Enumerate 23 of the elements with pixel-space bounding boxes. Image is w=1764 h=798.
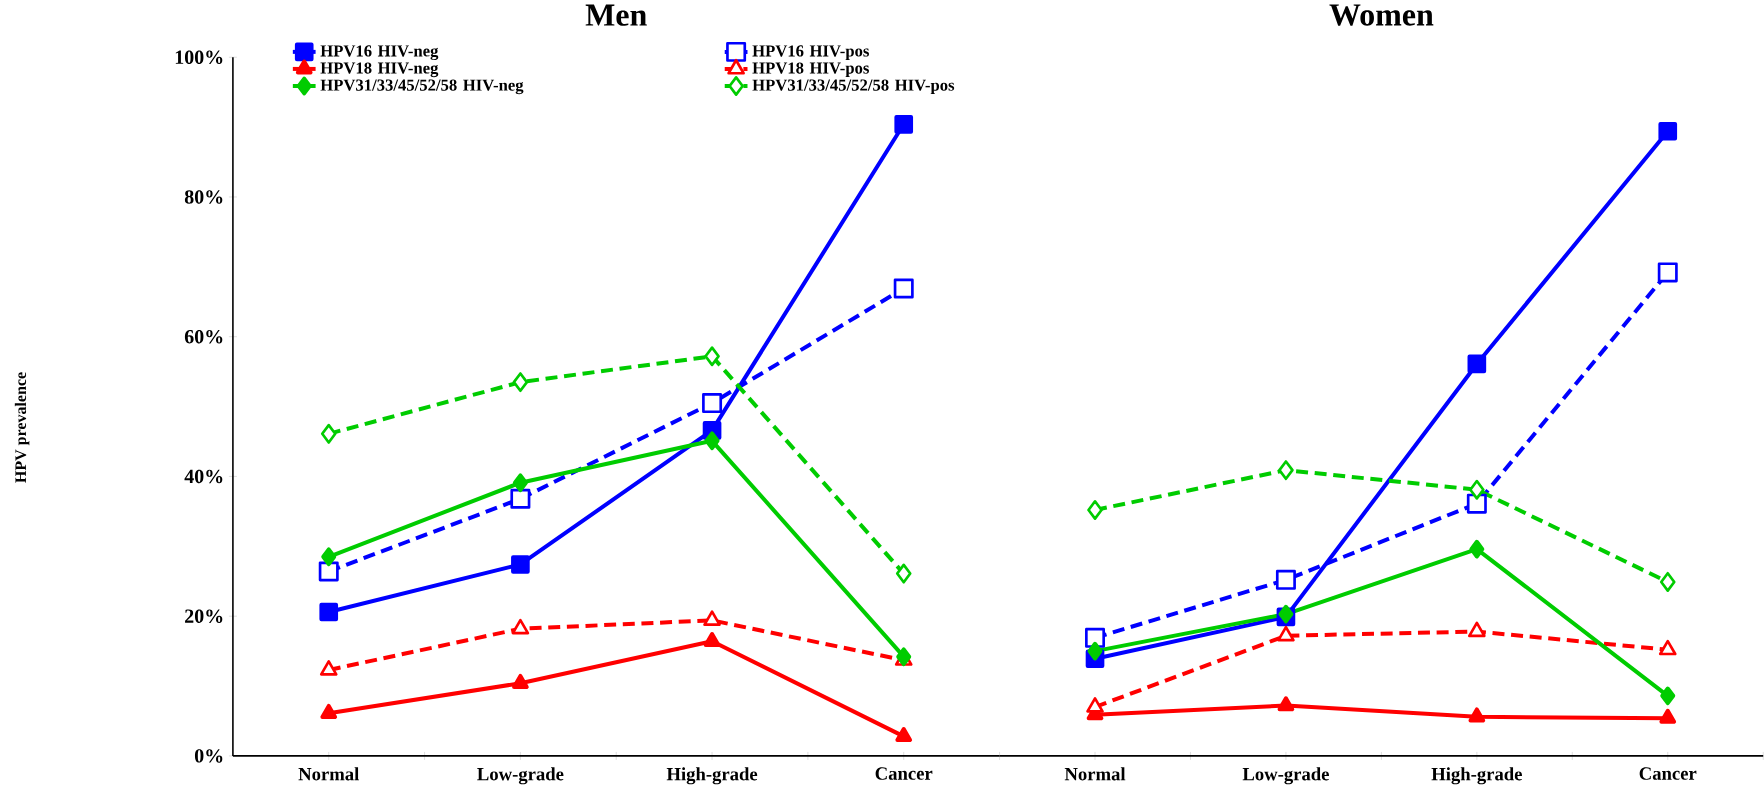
y-tick-label: 0% <box>194 749 223 763</box>
chart-title: Men <box>585 4 647 26</box>
x-tick-label: Cancer <box>875 767 933 780</box>
x-tick-label: High-grade <box>666 767 758 785</box>
x-tick-label: High-grade <box>1431 767 1522 785</box>
x-tick-label: Low-grade <box>1242 767 1329 785</box>
y-tick-label: 80% <box>184 190 223 204</box>
y-tick-label: 40% <box>184 469 223 484</box>
y-tick-label: 100% <box>175 50 223 65</box>
x-tick-label: Normal <box>298 767 359 781</box>
y-tick-label: 20% <box>185 609 223 624</box>
y-axis-title: HPV prevalence <box>14 372 30 483</box>
legend-label: HPV31/33/45/52/58 HIV-pos <box>752 79 955 95</box>
legend-label: HPV16 HIV-neg <box>320 45 439 61</box>
legend-label: HPV18 HIV-pos <box>752 62 869 78</box>
legend-label: HPV18 HIV-neg <box>320 62 439 78</box>
legend-label: HPV31/33/45/52/58 HIV-neg <box>320 79 524 95</box>
chart-title: Women <box>1329 4 1434 26</box>
x-tick-label: Normal <box>1064 767 1126 781</box>
y-tick-label: 60% <box>184 329 223 344</box>
legend-label: HPV16 HIV-pos <box>752 45 869 60</box>
x-tick-label: Cancer <box>1639 767 1697 780</box>
x-tick-label: Low-grade <box>477 767 564 785</box>
